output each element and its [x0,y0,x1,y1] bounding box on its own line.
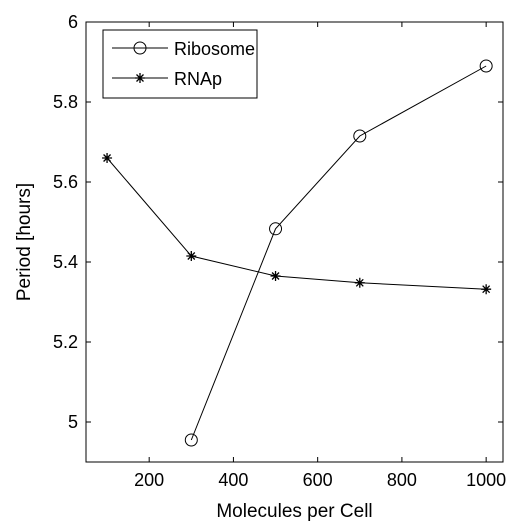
x-axis-ticks: 200 400 600 800 1000 [134,22,506,490]
y-tick-label: 5 [68,412,78,432]
circle-marker [353,129,367,143]
x-tick-label: 400 [218,470,248,490]
series-line [190,65,487,441]
asterisk-marker [186,251,197,261]
y-tick-label: 5.4 [53,252,78,272]
x-tick-label: 200 [134,470,164,490]
asterisk-marker [354,277,365,288]
x-tick-label: 1000 [466,470,506,490]
series-ribosome [184,59,493,447]
legend-label: Ribosome [174,39,255,59]
asterisk-marker [270,271,281,281]
circle-marker [133,41,147,55]
y-tick-label: 6 [68,12,78,32]
y-tick-label: 5.8 [53,92,78,112]
legend-item-rnap: RNAp [112,69,222,89]
legend-box [102,29,258,99]
asterisk-marker [135,73,145,83]
asterisk-marker [102,153,113,163]
legend-label: RNAp [174,69,222,89]
circle-marker [184,433,198,447]
series-layer [102,59,493,447]
legend-item-ribosome: Ribosome [112,39,255,59]
circle-marker [269,222,283,236]
circle-marker [479,59,493,73]
y-tick-label: 5.2 [53,332,78,352]
x-tick-label: 800 [387,470,417,490]
y-axis-ticks: 5 5.2 5.4 5.6 5.8 6 [53,12,503,432]
series-rnap [102,153,492,295]
legend: Ribosome RNAp [102,29,258,99]
y-axis-label: Period [hours] [14,183,35,301]
x-tick-label: 600 [303,470,333,490]
x-axis-label: Molecules per Cell [216,501,372,521]
y-tick-label: 5.6 [53,172,78,192]
asterisk-marker [481,284,492,295]
